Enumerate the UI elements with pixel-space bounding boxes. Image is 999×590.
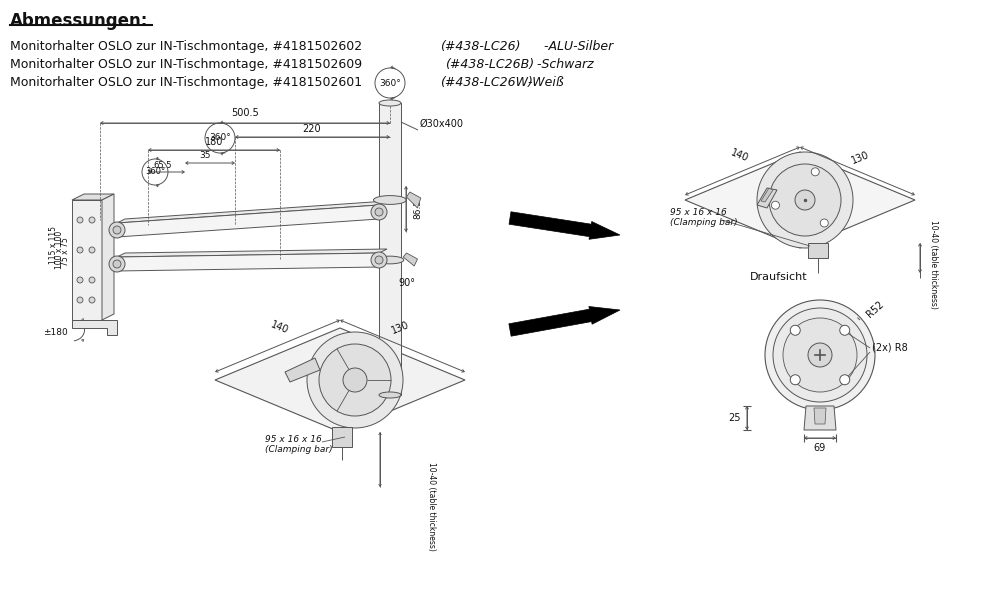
Text: Monitorhalter OSLO zur IN-Tischmontage, #4181502609: Monitorhalter OSLO zur IN-Tischmontage, …: [10, 58, 366, 71]
Circle shape: [109, 222, 125, 238]
Circle shape: [811, 168, 819, 176]
Polygon shape: [117, 205, 379, 237]
Text: 35: 35: [199, 151, 211, 160]
Polygon shape: [117, 201, 387, 223]
Ellipse shape: [379, 392, 401, 398]
Text: (Clamping bar): (Clamping bar): [265, 445, 333, 454]
Polygon shape: [117, 253, 379, 271]
Text: (#438-LC26W): (#438-LC26W): [440, 76, 532, 89]
Text: 100 x 100: 100 x 100: [55, 231, 64, 269]
Text: 10-40 (table thickness): 10-40 (table thickness): [428, 462, 437, 551]
Text: 75 x 75: 75 x 75: [61, 238, 70, 266]
Text: (#438-LC26): (#438-LC26): [440, 40, 520, 53]
Ellipse shape: [377, 256, 404, 264]
Circle shape: [77, 297, 83, 303]
Text: 180: 180: [205, 137, 223, 147]
Circle shape: [790, 325, 800, 335]
Polygon shape: [804, 406, 836, 430]
Circle shape: [77, 217, 83, 223]
Polygon shape: [407, 192, 421, 208]
Text: (Clamping bar): (Clamping bar): [670, 218, 737, 227]
Text: Abmessungen:: Abmessungen:: [10, 12, 149, 30]
Circle shape: [840, 375, 850, 385]
Circle shape: [820, 219, 828, 227]
Text: 69: 69: [814, 443, 826, 453]
Text: 130: 130: [390, 320, 411, 336]
Circle shape: [757, 152, 853, 248]
Circle shape: [343, 368, 367, 392]
Text: 140: 140: [270, 320, 291, 336]
Text: 65.5: 65.5: [154, 161, 172, 170]
Polygon shape: [757, 188, 777, 208]
Circle shape: [89, 297, 95, 303]
Circle shape: [77, 247, 83, 253]
Circle shape: [89, 277, 95, 283]
Text: -Schwarz: -Schwarz: [525, 58, 593, 71]
Circle shape: [783, 318, 857, 392]
Text: 130: 130: [849, 150, 870, 166]
Circle shape: [113, 260, 121, 268]
Polygon shape: [215, 328, 465, 432]
Text: Draufsicht: Draufsicht: [750, 272, 807, 282]
Polygon shape: [509, 212, 620, 240]
Circle shape: [795, 190, 815, 210]
Text: -Weiß: -Weiß: [520, 76, 563, 89]
Text: -ALU-Silber: -ALU-Silber: [520, 40, 613, 53]
Text: 10-40 (table thickness): 10-40 (table thickness): [928, 220, 937, 309]
Circle shape: [89, 247, 95, 253]
Text: 95 x 16 x 16: 95 x 16 x 16: [265, 435, 322, 444]
Polygon shape: [808, 243, 828, 258]
Text: 115 x 115: 115 x 115: [49, 226, 58, 264]
Text: 360°: 360°: [145, 168, 165, 176]
Circle shape: [773, 308, 867, 402]
Circle shape: [319, 344, 391, 416]
Circle shape: [375, 256, 383, 264]
Text: (2x) R8: (2x) R8: [872, 342, 908, 352]
Text: 500.5: 500.5: [231, 108, 259, 118]
Circle shape: [113, 226, 121, 234]
Circle shape: [790, 375, 800, 385]
Text: (#438-LC26B): (#438-LC26B): [445, 58, 534, 71]
Circle shape: [371, 252, 387, 268]
Text: 360°: 360°: [380, 78, 401, 87]
Circle shape: [769, 164, 841, 236]
Circle shape: [307, 332, 403, 428]
Text: ±180: ±180: [43, 328, 67, 337]
Polygon shape: [761, 188, 773, 202]
Text: 25: 25: [728, 413, 741, 423]
Text: 95 x 16 x 16: 95 x 16 x 16: [670, 208, 726, 217]
Text: Ø30x400: Ø30x400: [420, 119, 464, 129]
Circle shape: [371, 204, 387, 220]
Circle shape: [89, 217, 95, 223]
Text: R52: R52: [865, 299, 886, 319]
Circle shape: [840, 325, 850, 335]
Polygon shape: [508, 307, 620, 336]
Text: 140: 140: [729, 148, 750, 164]
Polygon shape: [404, 253, 418, 266]
Text: 360°: 360°: [209, 133, 231, 143]
Circle shape: [109, 256, 125, 272]
Text: 220: 220: [303, 124, 322, 134]
Polygon shape: [285, 358, 320, 382]
Circle shape: [77, 277, 83, 283]
Polygon shape: [379, 103, 401, 395]
Circle shape: [375, 208, 383, 216]
Polygon shape: [685, 152, 915, 248]
Text: 90°: 90°: [399, 278, 416, 288]
Polygon shape: [72, 200, 102, 320]
Text: Monitorhalter OSLO zur IN-Tischmontage, #4181502601: Monitorhalter OSLO zur IN-Tischmontage, …: [10, 76, 366, 89]
Polygon shape: [332, 427, 352, 447]
Ellipse shape: [374, 196, 407, 204]
Polygon shape: [814, 408, 826, 424]
Polygon shape: [117, 249, 387, 257]
Circle shape: [765, 300, 875, 410]
Circle shape: [808, 343, 832, 367]
Text: Monitorhalter OSLO zur IN-Tischmontage, #4181502602: Monitorhalter OSLO zur IN-Tischmontage, …: [10, 40, 366, 53]
Polygon shape: [72, 320, 117, 335]
Ellipse shape: [379, 100, 401, 106]
Polygon shape: [72, 194, 114, 200]
Text: 86.5: 86.5: [413, 199, 422, 219]
Polygon shape: [102, 194, 114, 320]
Circle shape: [771, 201, 779, 209]
